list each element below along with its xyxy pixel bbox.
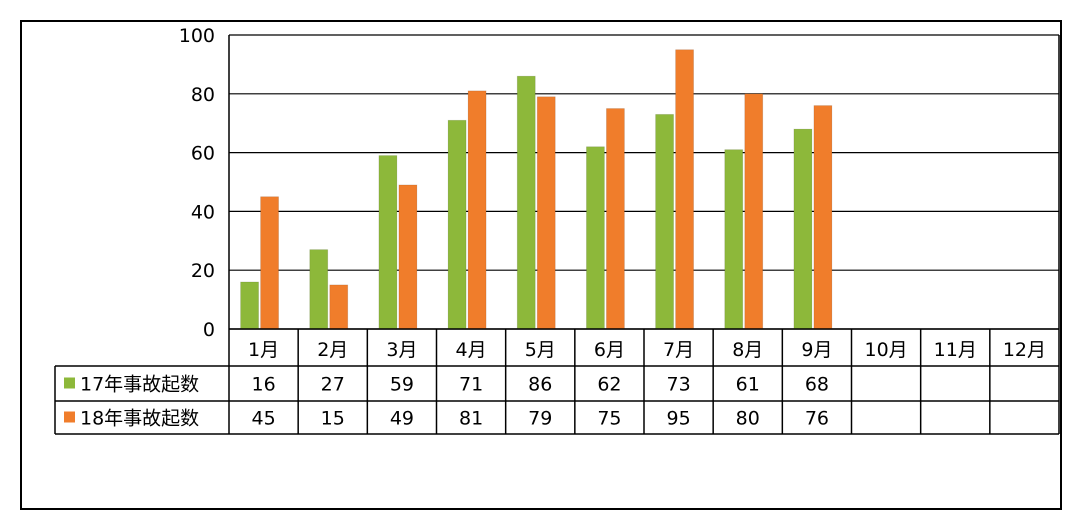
bar-1 <box>447 119 467 330</box>
bar-1 <box>586 146 605 330</box>
legend-label: 17年事故起数 <box>80 374 199 396</box>
y-tick-label: 0 <box>203 319 215 341</box>
x-tick-label: 9月 <box>801 339 832 361</box>
bar-2 <box>744 93 764 330</box>
data-label: 68 <box>805 374 829 396</box>
x-tick-label: 6月 <box>594 339 625 361</box>
data-label: 61 <box>736 374 760 396</box>
data-label: 79 <box>528 408 552 430</box>
bar-2 <box>398 184 418 330</box>
bar-2 <box>606 108 625 330</box>
bar-1 <box>516 75 536 330</box>
data-label: 15 <box>321 408 345 430</box>
bar-1 <box>724 149 744 330</box>
x-tick-label: 12月 <box>1003 339 1046 361</box>
bar-1 <box>240 281 259 330</box>
legend-swatch <box>64 377 75 389</box>
y-tick-label: 60 <box>191 143 215 165</box>
data-label: 45 <box>251 408 275 430</box>
bar-2 <box>675 49 694 330</box>
data-label: 62 <box>597 374 621 396</box>
x-tick-label: 7月 <box>663 339 694 361</box>
bar-2 <box>329 284 349 330</box>
chart-frame <box>20 20 1062 510</box>
bar-1 <box>655 113 674 330</box>
data-label: 75 <box>597 408 621 430</box>
y-tick-label: 100 <box>179 25 215 47</box>
data-label: 59 <box>390 374 414 396</box>
y-tick-label: 40 <box>191 201 215 223</box>
bar-1 <box>309 249 329 330</box>
bar-2 <box>260 196 279 330</box>
x-tick-label: 1月 <box>248 339 279 361</box>
data-label: 71 <box>459 374 483 396</box>
x-tick-label: 4月 <box>456 339 487 361</box>
x-tick-label: 8月 <box>732 339 763 361</box>
bar-1 <box>793 128 813 330</box>
data-label: 86 <box>528 374 552 396</box>
bar-2 <box>813 105 833 330</box>
bar-2 <box>467 90 487 330</box>
legend-swatch <box>64 411 75 423</box>
data-label: 81 <box>459 408 483 430</box>
x-tick-label: 3月 <box>386 339 417 361</box>
x-tick-label: 5月 <box>525 339 556 361</box>
y-tick-label: 20 <box>191 260 215 282</box>
data-label: 16 <box>251 374 275 396</box>
data-label: 95 <box>666 408 690 430</box>
data-label: 27 <box>321 374 345 396</box>
data-label: 73 <box>666 374 690 396</box>
y-tick-label: 80 <box>191 84 215 106</box>
x-tick-label: 11月 <box>934 339 977 361</box>
data-label: 49 <box>390 408 414 430</box>
bar-2 <box>536 96 556 330</box>
legend-label: 18年事故起数 <box>80 408 199 430</box>
x-tick-label: 10月 <box>864 339 907 361</box>
data-label: 80 <box>736 408 760 430</box>
x-tick-label: 2月 <box>317 339 348 361</box>
bar-1 <box>378 155 398 330</box>
data-label: 76 <box>805 408 829 430</box>
